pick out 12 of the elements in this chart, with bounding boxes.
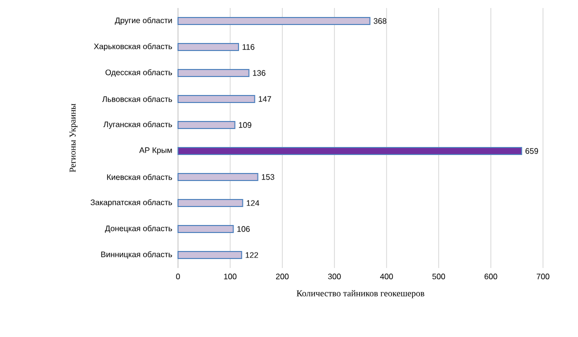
bar [178, 121, 236, 129]
bar [178, 43, 239, 51]
bar [178, 95, 256, 103]
bar [178, 147, 522, 155]
bar [178, 225, 234, 233]
bar [178, 199, 244, 207]
bar [178, 17, 370, 25]
bar [178, 69, 250, 77]
bar [178, 173, 258, 181]
y-axis-title: Регионы Украины [70, 104, 78, 172]
x-axis-title: Количество тайников геокешеров [296, 290, 424, 298]
bar [178, 251, 242, 259]
